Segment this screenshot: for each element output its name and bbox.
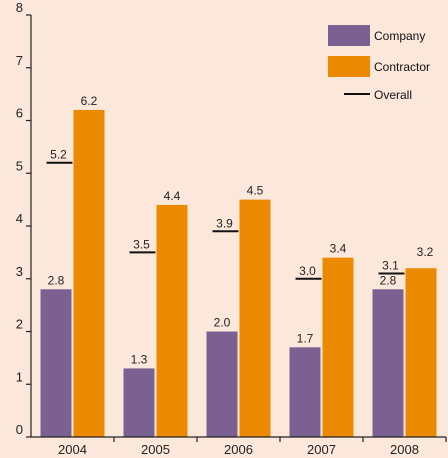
- data-label-overall: 3.9: [216, 216, 233, 230]
- data-label-company: 2.0: [214, 316, 231, 330]
- y-tick-label: 1: [16, 369, 23, 384]
- legend-swatch-contractor: [328, 56, 370, 77]
- legend-label-contractor: Contractor: [374, 60, 430, 74]
- legend: Company Contractor Overall: [328, 25, 430, 102]
- y-tick-label: 7: [16, 53, 23, 68]
- data-label-overall: 3.5: [133, 237, 150, 251]
- y-tick-label: 8: [16, 0, 23, 15]
- bar-contractor: [239, 199, 271, 437]
- y-tick-label: 3: [16, 264, 23, 279]
- legend-label-overall: Overall: [374, 88, 412, 102]
- y-tick-label: 5: [16, 158, 23, 173]
- overall-markers: 5.2 3.5 3.9 3.0 3.1: [46, 148, 405, 280]
- x-tick-label: 2007: [307, 442, 336, 457]
- y-tick-label: 4: [16, 211, 23, 226]
- bar-contractor: [405, 268, 437, 437]
- data-label-company: 2.8: [380, 273, 397, 287]
- bar-contractor: [322, 257, 354, 437]
- data-label-contractor: 4.4: [164, 189, 181, 203]
- legend-swatch-company: [328, 25, 370, 46]
- bar-contractor: [156, 204, 188, 437]
- x-axis: 2004 2005 2006 2007 2008: [31, 436, 447, 457]
- data-label-contractor: 4.5: [247, 184, 264, 198]
- data-label-overall: 3.0: [299, 264, 316, 278]
- bars: 2.8 6.2 1.3 4.4 2.0 4.5 1.7 3.4 2.8 3.2: [40, 94, 437, 437]
- bar-company: [372, 289, 404, 437]
- x-tick-label: 2008: [390, 442, 419, 457]
- bar-company: [123, 368, 155, 437]
- x-tick-label: 2004: [58, 442, 87, 457]
- data-label-overall: 3.1: [382, 258, 399, 272]
- bar-company: [40, 289, 72, 437]
- y-axis: 0 1 2 3 4 5 6 7 8: [16, 0, 32, 438]
- data-label-company: 1.7: [297, 331, 314, 345]
- data-label-contractor: 3.2: [417, 245, 434, 259]
- bar-company: [206, 331, 238, 437]
- data-label-contractor: 6.2: [81, 94, 98, 108]
- y-tick-label: 2: [16, 317, 23, 332]
- x-tick-label: 2006: [224, 442, 253, 457]
- data-label-contractor: 3.4: [330, 242, 347, 256]
- legend-label-company: Company: [374, 29, 425, 43]
- x-tick-label: 2005: [141, 442, 170, 457]
- data-label-company: 1.3: [131, 352, 148, 366]
- bar-company: [289, 347, 321, 437]
- y-tick-label: 6: [16, 106, 23, 121]
- data-label-company: 2.8: [48, 273, 65, 287]
- y-tick-label: 0: [16, 422, 23, 437]
- data-label-overall: 5.2: [50, 148, 67, 162]
- bar-contractor: [73, 109, 105, 437]
